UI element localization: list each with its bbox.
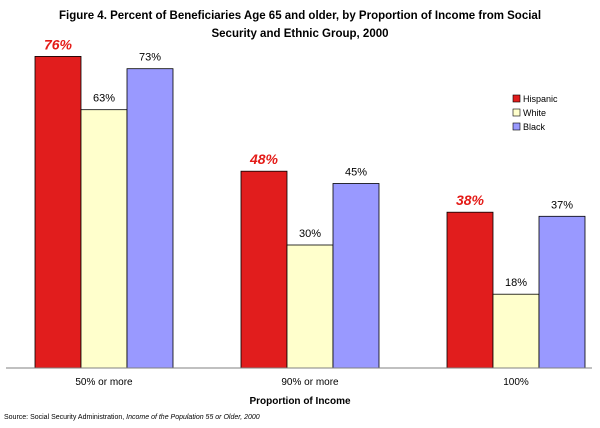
bar-hispanic-100 — [446, 211, 494, 369]
bar-hispanic-50-or-more — [34, 56, 82, 369]
legend: Hispanic White Black — [512, 94, 558, 132]
chart-title-line-2: Security and Ethnic Group, 2000 — [211, 28, 388, 40]
legend-label-black: Black — [523, 122, 546, 132]
legend-swatch-hispanic — [512, 94, 521, 103]
legend-swatch-white — [512, 108, 521, 117]
bar-white-90-or-more — [286, 244, 334, 369]
bar-black-90-or-more — [332, 183, 380, 369]
data-label-hispanic-90-or-more: 48% — [249, 151, 279, 167]
legend-swatch-black — [512, 122, 521, 131]
data-label-hispanic-50-or-more: 76% — [44, 36, 73, 52]
data-label-white-100: 18% — [505, 277, 527, 289]
data-labels-group: 76% 63% 73% 48% 30% 45% 38% 18% 37% — [44, 36, 573, 289]
data-label-hispanic-100: 38% — [456, 192, 485, 208]
legend-label-hispanic: Hispanic — [523, 94, 558, 104]
legend-label-white: White — [523, 108, 546, 118]
data-label-black-90-or-more: 45% — [345, 167, 367, 179]
x-tick-label-100: 100% — [503, 377, 529, 388]
data-label-white-90-or-more: 30% — [299, 228, 321, 240]
source-note: Source: Social Security Administration, … — [4, 414, 260, 421]
x-axis-title: Proportion of Income — [249, 396, 351, 407]
data-label-white-50-or-more: 63% — [93, 93, 115, 105]
x-tick-labels: 50% or more 90% or more 100% — [75, 377, 529, 388]
bars-group — [34, 56, 586, 369]
bar-black-100 — [538, 215, 586, 369]
bar-hispanic-90-or-more — [240, 170, 288, 369]
chart-title-line-1: Figure 4. Percent of Beneficiaries Age 6… — [59, 10, 541, 22]
x-tick-label-90-or-more: 90% or more — [281, 377, 339, 388]
source-prefix: Source: Social Security Administration, — [4, 414, 127, 421]
bar-black-50-or-more — [126, 68, 174, 369]
source-title: Income of the Population 55 or Older, 20… — [126, 414, 260, 421]
data-label-black-100: 37% — [551, 199, 573, 211]
data-label-black-50-or-more: 73% — [139, 52, 161, 64]
x-tick-label-50-or-more: 50% or more — [75, 377, 133, 388]
bar-white-100 — [492, 293, 540, 369]
bar-white-50-or-more — [80, 109, 128, 369]
